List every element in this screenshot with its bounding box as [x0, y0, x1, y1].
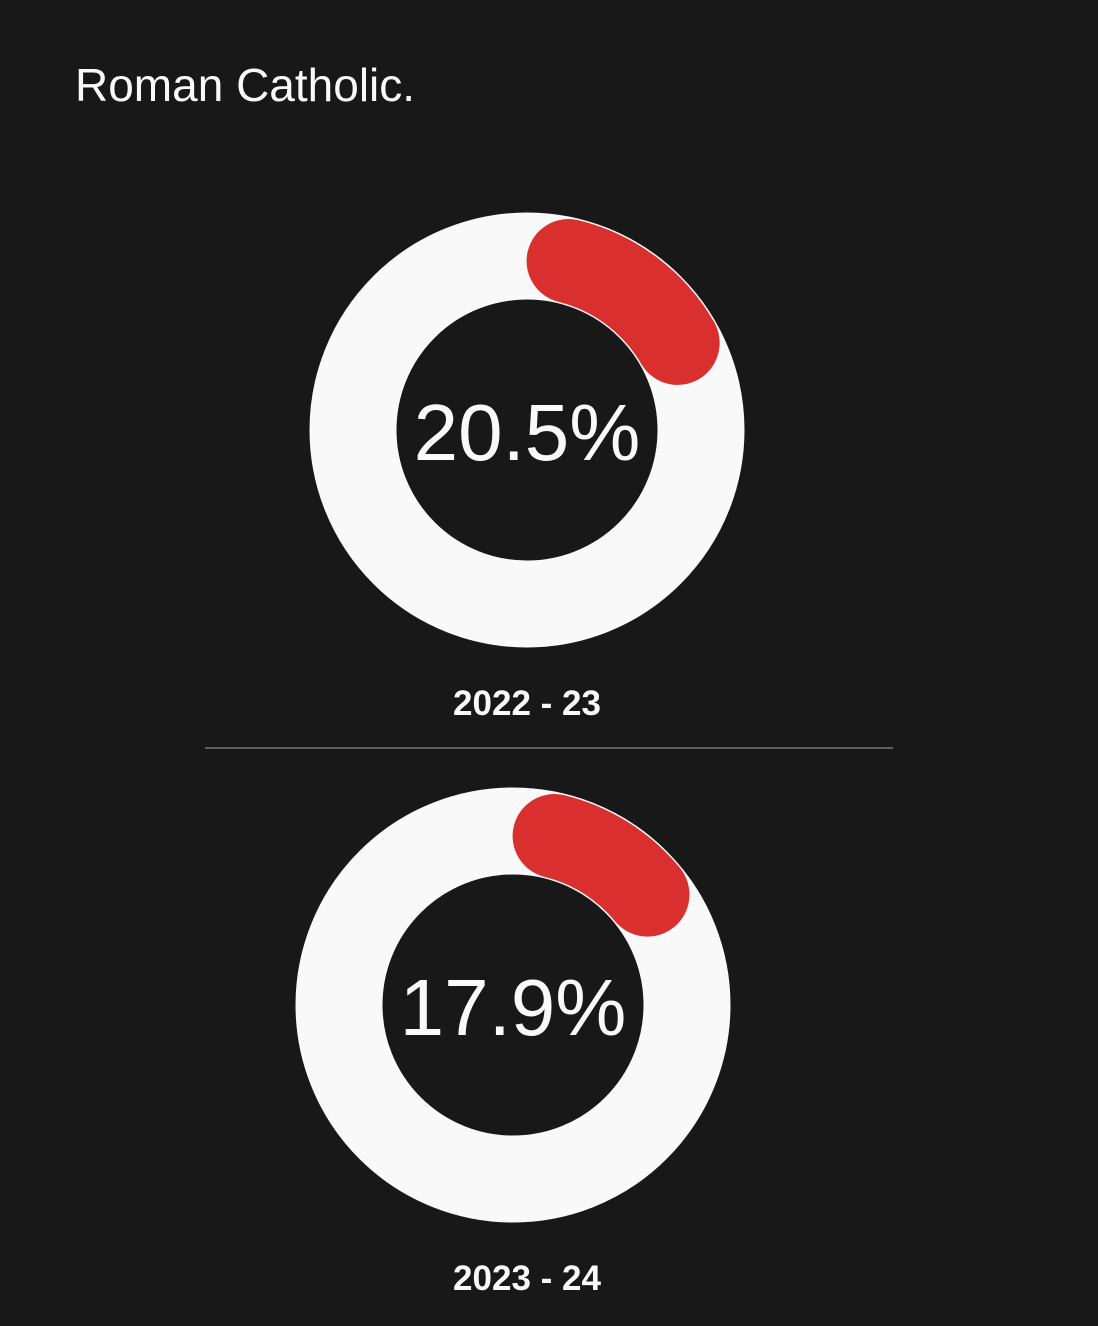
center-value-label: 17.9%: [400, 963, 627, 1052]
period-caption: 2023 - 24: [453, 1259, 601, 1298]
center-value-label: 20.5%: [414, 388, 641, 477]
donut-value-arc: [526, 219, 720, 385]
period-caption: 2022 - 23: [453, 684, 601, 723]
donut-value-arc: [512, 794, 690, 937]
chart-title: Roman Catholic.: [75, 59, 416, 111]
divider: [205, 747, 893, 749]
